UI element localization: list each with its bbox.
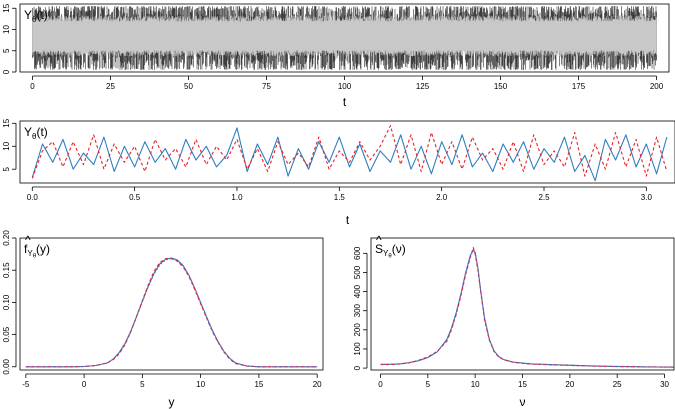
panel-title: ^fYθ(y)	[24, 233, 50, 260]
x-tick-label: 125	[416, 82, 430, 91]
x-tick-label: 150	[494, 82, 508, 91]
y-tick-label: 300	[353, 303, 362, 317]
plot-area	[380, 247, 674, 368]
x-tick-label: 0.5	[129, 193, 141, 202]
x-axis: 0.0 0.5 1.0 1.5 2.0 2.5 3.0	[27, 186, 653, 202]
x-tick-label: 15	[518, 380, 527, 389]
y-tick-label: 400	[353, 284, 362, 298]
y-tick-label: 600	[353, 246, 362, 260]
x-tick-label: 5	[140, 380, 145, 389]
panel-title: Yθ(t)	[24, 125, 48, 141]
plot-frame	[19, 120, 675, 184]
x-tick-label: 15	[254, 380, 263, 389]
x-axis-label: t	[343, 95, 347, 109]
x-tick-label: 0	[378, 380, 383, 389]
panel-p2: 0.0 0.5 1.0 1.5 2.0 2.5 3.0 5 10 15 t Yθ(t)	[2, 118, 675, 227]
x-tick-label: 10	[196, 380, 205, 389]
x-tick-label: 175	[572, 82, 586, 91]
plot-frame	[19, 3, 670, 73]
x-axis: 0 5 10 15 20 25 30	[378, 373, 670, 389]
series-line-3	[25, 258, 318, 368]
x-tick-label: 200	[650, 82, 664, 91]
plot-area	[31, 125, 668, 182]
svg-text:Yθ(t): Yθ(t)	[24, 125, 48, 141]
x-tick-label: 75	[262, 82, 271, 91]
x-tick-label: 10	[471, 380, 480, 389]
panel-title: ^SYθ(ν)	[375, 233, 406, 260]
y-tick-label: 0.00	[2, 358, 11, 374]
x-tick-label: 50	[184, 82, 193, 91]
x-axis-label: t	[346, 213, 350, 227]
panel-p3: -5 0 5 10 15 20 0.00 0.05 0.10 0.15 0.20 y ^fYθ(y)	[2, 230, 324, 409]
svg-text:^: ^	[25, 233, 31, 247]
y-tick-label: 200	[353, 323, 362, 337]
x-tick-label: 0.0	[27, 193, 39, 202]
y-tick-label: 0	[2, 69, 11, 74]
plot-area	[25, 257, 318, 368]
x-tick-label: 0	[82, 380, 87, 389]
x-tick-label: 5	[426, 380, 431, 389]
y-tick-label: 15	[2, 3, 11, 12]
x-tick-label: 0	[30, 82, 35, 91]
x-tick-label: 2.5	[538, 193, 550, 202]
series-band	[32, 15, 657, 57]
y-tick-label: 0	[353, 365, 362, 370]
plot-frame	[19, 237, 324, 371]
y-axis: 0.00 0.05 0.10 0.15 0.20	[2, 230, 17, 375]
y-tick-label: 0.20	[2, 230, 11, 246]
plot-area	[32, 6, 657, 70]
y-tick-label: 10	[2, 25, 11, 34]
series-line-2	[31, 125, 668, 179]
x-tick-label: 20	[313, 380, 322, 389]
x-tick-label: 20	[565, 380, 574, 389]
x-tick-label: 25	[613, 380, 622, 389]
series-line-1	[31, 127, 668, 182]
svg-text:Yθ(t): Yθ(t)	[24, 8, 48, 24]
svg-text:^: ^	[376, 233, 382, 247]
y-tick-label: 100	[353, 342, 362, 356]
x-tick-label: 100	[338, 82, 352, 91]
svg-text:fYθ(y): fYθ(y)	[24, 242, 50, 260]
y-tick-label: 5	[2, 48, 11, 53]
series-line-2	[380, 247, 674, 368]
y-tick-label: 5	[2, 166, 11, 171]
series-line-2	[25, 258, 318, 368]
svg-text:SYθ(ν): SYθ(ν)	[375, 242, 406, 260]
series-line-3	[380, 248, 674, 368]
y-tick-label: 10	[2, 141, 11, 150]
y-axis: 5 10 15	[2, 118, 17, 171]
x-axis: 0 25 50 75 100 125 150 175 200	[30, 75, 664, 91]
series-line-1	[25, 257, 318, 368]
y-tick-label: 0.10	[2, 294, 11, 310]
x-tick-label: 2.0	[436, 193, 448, 202]
x-tick-label: 1.5	[334, 193, 346, 202]
y-tick-label: 500	[353, 265, 362, 279]
x-tick-label: 1.0	[231, 193, 243, 202]
x-axis-label: y	[169, 395, 175, 409]
x-axis-label: ν	[520, 395, 526, 409]
panel-p1: 0 25 50 75 100 125 150 175 200 0 5 10 15 t Yθ(t)	[2, 3, 670, 109]
y-tick-label: 0.15	[2, 262, 11, 278]
y-axis: 0 100 200 300 400 500 600	[353, 246, 368, 370]
series-line-1	[380, 249, 674, 368]
y-tick-label: 0.05	[2, 326, 11, 342]
x-tick-label: 3.0	[641, 193, 653, 202]
x-tick-label: 30	[660, 380, 669, 389]
y-axis: 0 5 10 15	[2, 3, 17, 74]
x-tick-label: -5	[22, 380, 30, 389]
x-tick-label: 25	[106, 82, 115, 91]
y-tick-label: 15	[2, 118, 11, 127]
panel-title: Yθ(t)	[24, 8, 48, 24]
plot-frame	[370, 237, 675, 371]
x-axis: -5 0 5 10 15 20	[22, 373, 322, 389]
